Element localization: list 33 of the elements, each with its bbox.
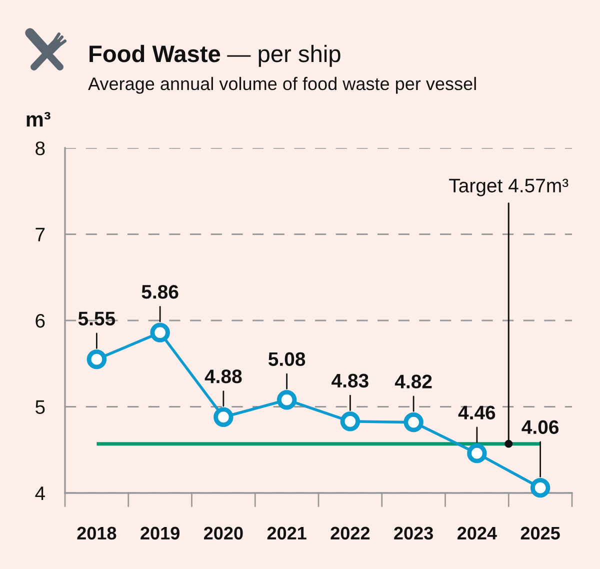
x-tick-label: 2023 [394, 526, 433, 540]
y-tick-label: 4 [35, 486, 45, 500]
point [276, 390, 297, 410]
ref-line-label: Target 4.57m³ [449, 178, 568, 196]
point [404, 412, 424, 432]
y-tick-label: 6 [36, 314, 45, 328]
point [150, 322, 170, 342]
y-tick-label: 8 [36, 141, 45, 156]
data-label: 4.82 [394, 374, 432, 388]
y-tick-label: 7 [36, 228, 45, 242]
x-tick-label: 2020 [204, 526, 243, 540]
chart-subtitle: Average annual volume of food waste per vessel [88, 76, 476, 94]
data-label: 4.83 [332, 374, 368, 388]
point [467, 443, 487, 464]
data-label: 5.08 [268, 352, 306, 366]
x-tick-label: 2018 [77, 526, 116, 540]
y-axis-title: m³ [26, 112, 50, 126]
point [530, 478, 550, 498]
data-label: 4.46 [458, 406, 496, 420]
chart-title: Food Waste — per ship [90, 44, 340, 67]
x-tick-label: 2022 [330, 526, 370, 540]
data-label: 5.55 [78, 312, 116, 326]
data-label: 4.06 [522, 420, 559, 434]
data-label: 5.86 [142, 284, 178, 299]
point [214, 407, 234, 427]
point [340, 412, 360, 432]
x-tick-label: 2019 [140, 526, 180, 540]
data-label: 4.88 [204, 369, 242, 384]
x-tick-label: 2025 [520, 526, 560, 540]
x-tick-label: 2024 [457, 526, 497, 540]
x-tick-label: 2021 [267, 526, 306, 540]
y-tick-label: 5 [36, 400, 45, 414]
point [86, 349, 107, 370]
